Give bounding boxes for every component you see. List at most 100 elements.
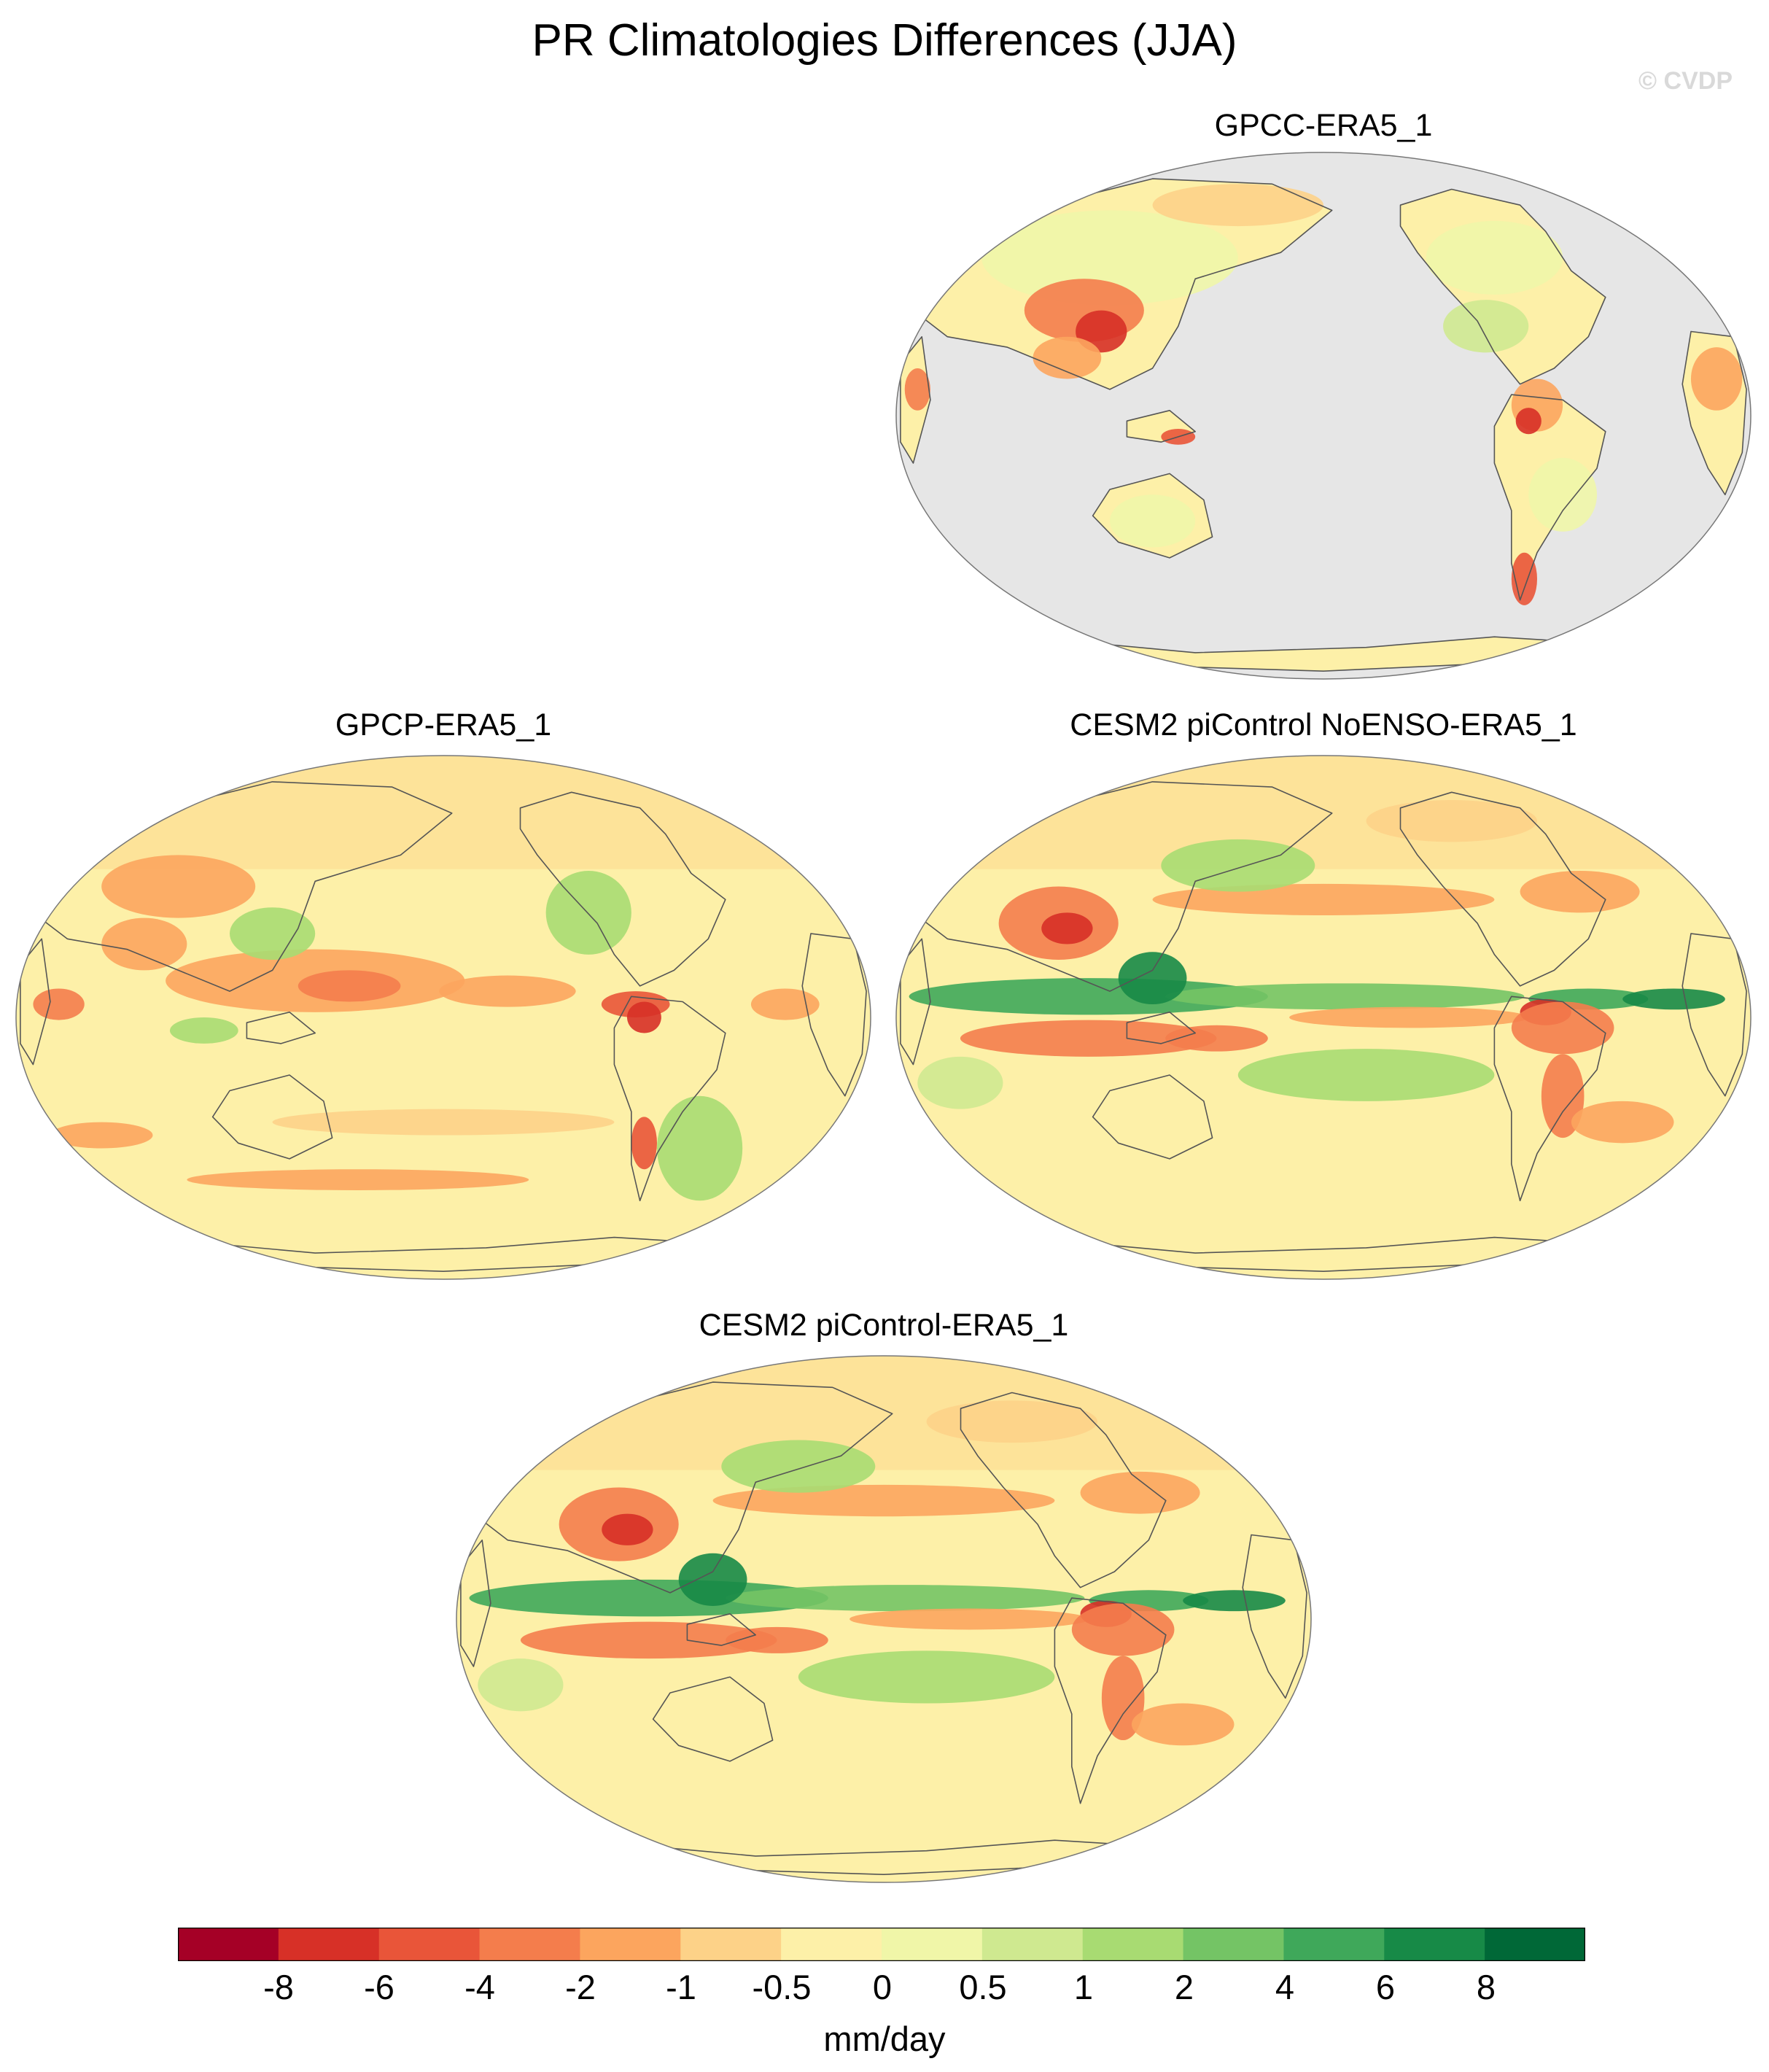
colorbar-tick-label: 8	[1476, 1968, 1496, 2006]
coastline	[20, 938, 51, 1066]
coastline	[1622, 786, 1683, 835]
anomaly-region	[1237, 1049, 1495, 1101]
coastline	[912, 178, 1333, 390]
colorbar-swatch	[1485, 1928, 1585, 1961]
coastline	[1092, 1074, 1213, 1160]
coastline	[801, 933, 867, 1097]
colorbar	[178, 1928, 1585, 1961]
coastline	[1182, 1386, 1243, 1436]
anomaly-region	[272, 1109, 615, 1136]
anomaly-region	[626, 1001, 661, 1033]
colorbar-swatch	[1384, 1928, 1485, 1961]
coastline	[1399, 791, 1606, 987]
coastline	[1493, 996, 1606, 1202]
anomaly-region	[1443, 300, 1529, 353]
colorbar-tick-label: -1	[666, 1968, 696, 2006]
coastline	[473, 1381, 893, 1594]
high-latitude-band	[16, 756, 871, 869]
coastline	[960, 1392, 1167, 1588]
anomaly-region	[1690, 347, 1743, 411]
coastline	[1242, 1534, 1307, 1699]
colorbar-swatch	[378, 1928, 481, 1961]
map-border	[456, 1355, 1312, 1883]
coastline	[460, 1539, 491, 1667]
anomaly-region	[1515, 408, 1541, 435]
anomaly-region	[1080, 1471, 1200, 1514]
colorbar-tick-label: -2	[565, 1968, 596, 2006]
colorbar-swatch	[1183, 1928, 1284, 1961]
anomaly-region	[981, 210, 1238, 306]
anomaly-region	[520, 1621, 777, 1659]
anomaly-region	[439, 975, 576, 1007]
anomaly-region	[721, 1440, 876, 1493]
colorbar-swatch	[981, 1928, 1084, 1961]
map-border	[15, 755, 871, 1280]
colorbar-tick-label: -8	[263, 1968, 294, 2006]
anomaly-region	[631, 1117, 657, 1170]
anomaly-region	[926, 1400, 1097, 1443]
coastline	[1681, 933, 1747, 1097]
map-border	[895, 755, 1751, 1280]
coastline	[32, 781, 453, 992]
background-fill	[16, 756, 871, 1279]
colorbar-swatch	[781, 1928, 882, 1961]
coastline	[613, 996, 726, 1202]
coastline	[519, 791, 726, 987]
anomaly-region	[798, 1650, 1055, 1704]
anomaly-region	[1366, 800, 1537, 842]
colorbar-swatch	[1283, 1928, 1385, 1961]
colorbar-units: mm/day	[823, 2019, 946, 2058]
anomaly-region	[1152, 184, 1323, 227]
anomaly-region	[1041, 912, 1093, 944]
anomaly-region	[187, 1169, 529, 1190]
anomaly-region	[33, 988, 85, 1020]
anomaly-region	[1165, 983, 1525, 1010]
map-border	[895, 152, 1751, 680]
anomaly-region	[1183, 1590, 1286, 1612]
anomaly-region	[1118, 952, 1187, 1005]
watermark: © CVDP	[1638, 67, 1733, 95]
coastline	[1493, 394, 1606, 601]
coastline	[1126, 409, 1197, 443]
colorbar-swatch	[680, 1928, 782, 1961]
coastline	[912, 781, 1333, 992]
colorbar-tick-label: 6	[1375, 1968, 1396, 2006]
map-gpcc	[895, 152, 1751, 680]
anomaly-region	[960, 1020, 1217, 1057]
coastline	[211, 1074, 333, 1160]
panel-title-gpcp: GPCP-ERA5_1	[335, 707, 552, 742]
coastline	[652, 1676, 774, 1762]
colorbar-tick-label: -6	[364, 1968, 394, 2006]
anomaly-region	[230, 907, 316, 961]
anomaly-region	[1161, 839, 1315, 892]
anomaly-region	[1571, 1101, 1674, 1144]
anomaly-region	[1131, 1703, 1235, 1746]
anomaly-region	[1110, 494, 1196, 548]
anomaly-region	[917, 1056, 1003, 1109]
colorbar-swatch	[580, 1928, 681, 1961]
anomaly-region	[1289, 1006, 1529, 1028]
coastline	[1399, 188, 1606, 385]
anomaly-region	[904, 368, 930, 411]
colorbar-frame	[178, 1928, 1585, 1961]
figure-title: PR Climatologies Differences (JJA)	[532, 15, 1237, 66]
high-latitude-band	[896, 756, 1751, 869]
anomaly-region	[750, 988, 820, 1020]
anomaly-region	[657, 1095, 743, 1201]
anomaly-region	[1426, 220, 1563, 295]
anomaly-region	[849, 1608, 1089, 1630]
colorbar-swatch	[479, 1928, 580, 1961]
coastline	[742, 786, 803, 835]
panel-title-cesm2-noenso: CESM2 piControl NoENSO-ERA5_1	[1070, 707, 1577, 742]
map-gpcp	[15, 755, 871, 1280]
anomaly-region	[101, 917, 187, 971]
anomaly-region	[602, 1513, 653, 1545]
anomaly-region	[726, 1626, 828, 1653]
anomaly-region	[478, 1658, 564, 1712]
coastline	[1092, 473, 1213, 559]
panel-title-cesm2: CESM2 piControl-ERA5_1	[699, 1308, 1069, 1343]
coastline	[900, 335, 931, 464]
anomaly-region	[726, 1585, 1085, 1612]
anomaly-region	[1511, 1001, 1614, 1055]
colorbar-tick-label: 0	[872, 1968, 893, 2006]
